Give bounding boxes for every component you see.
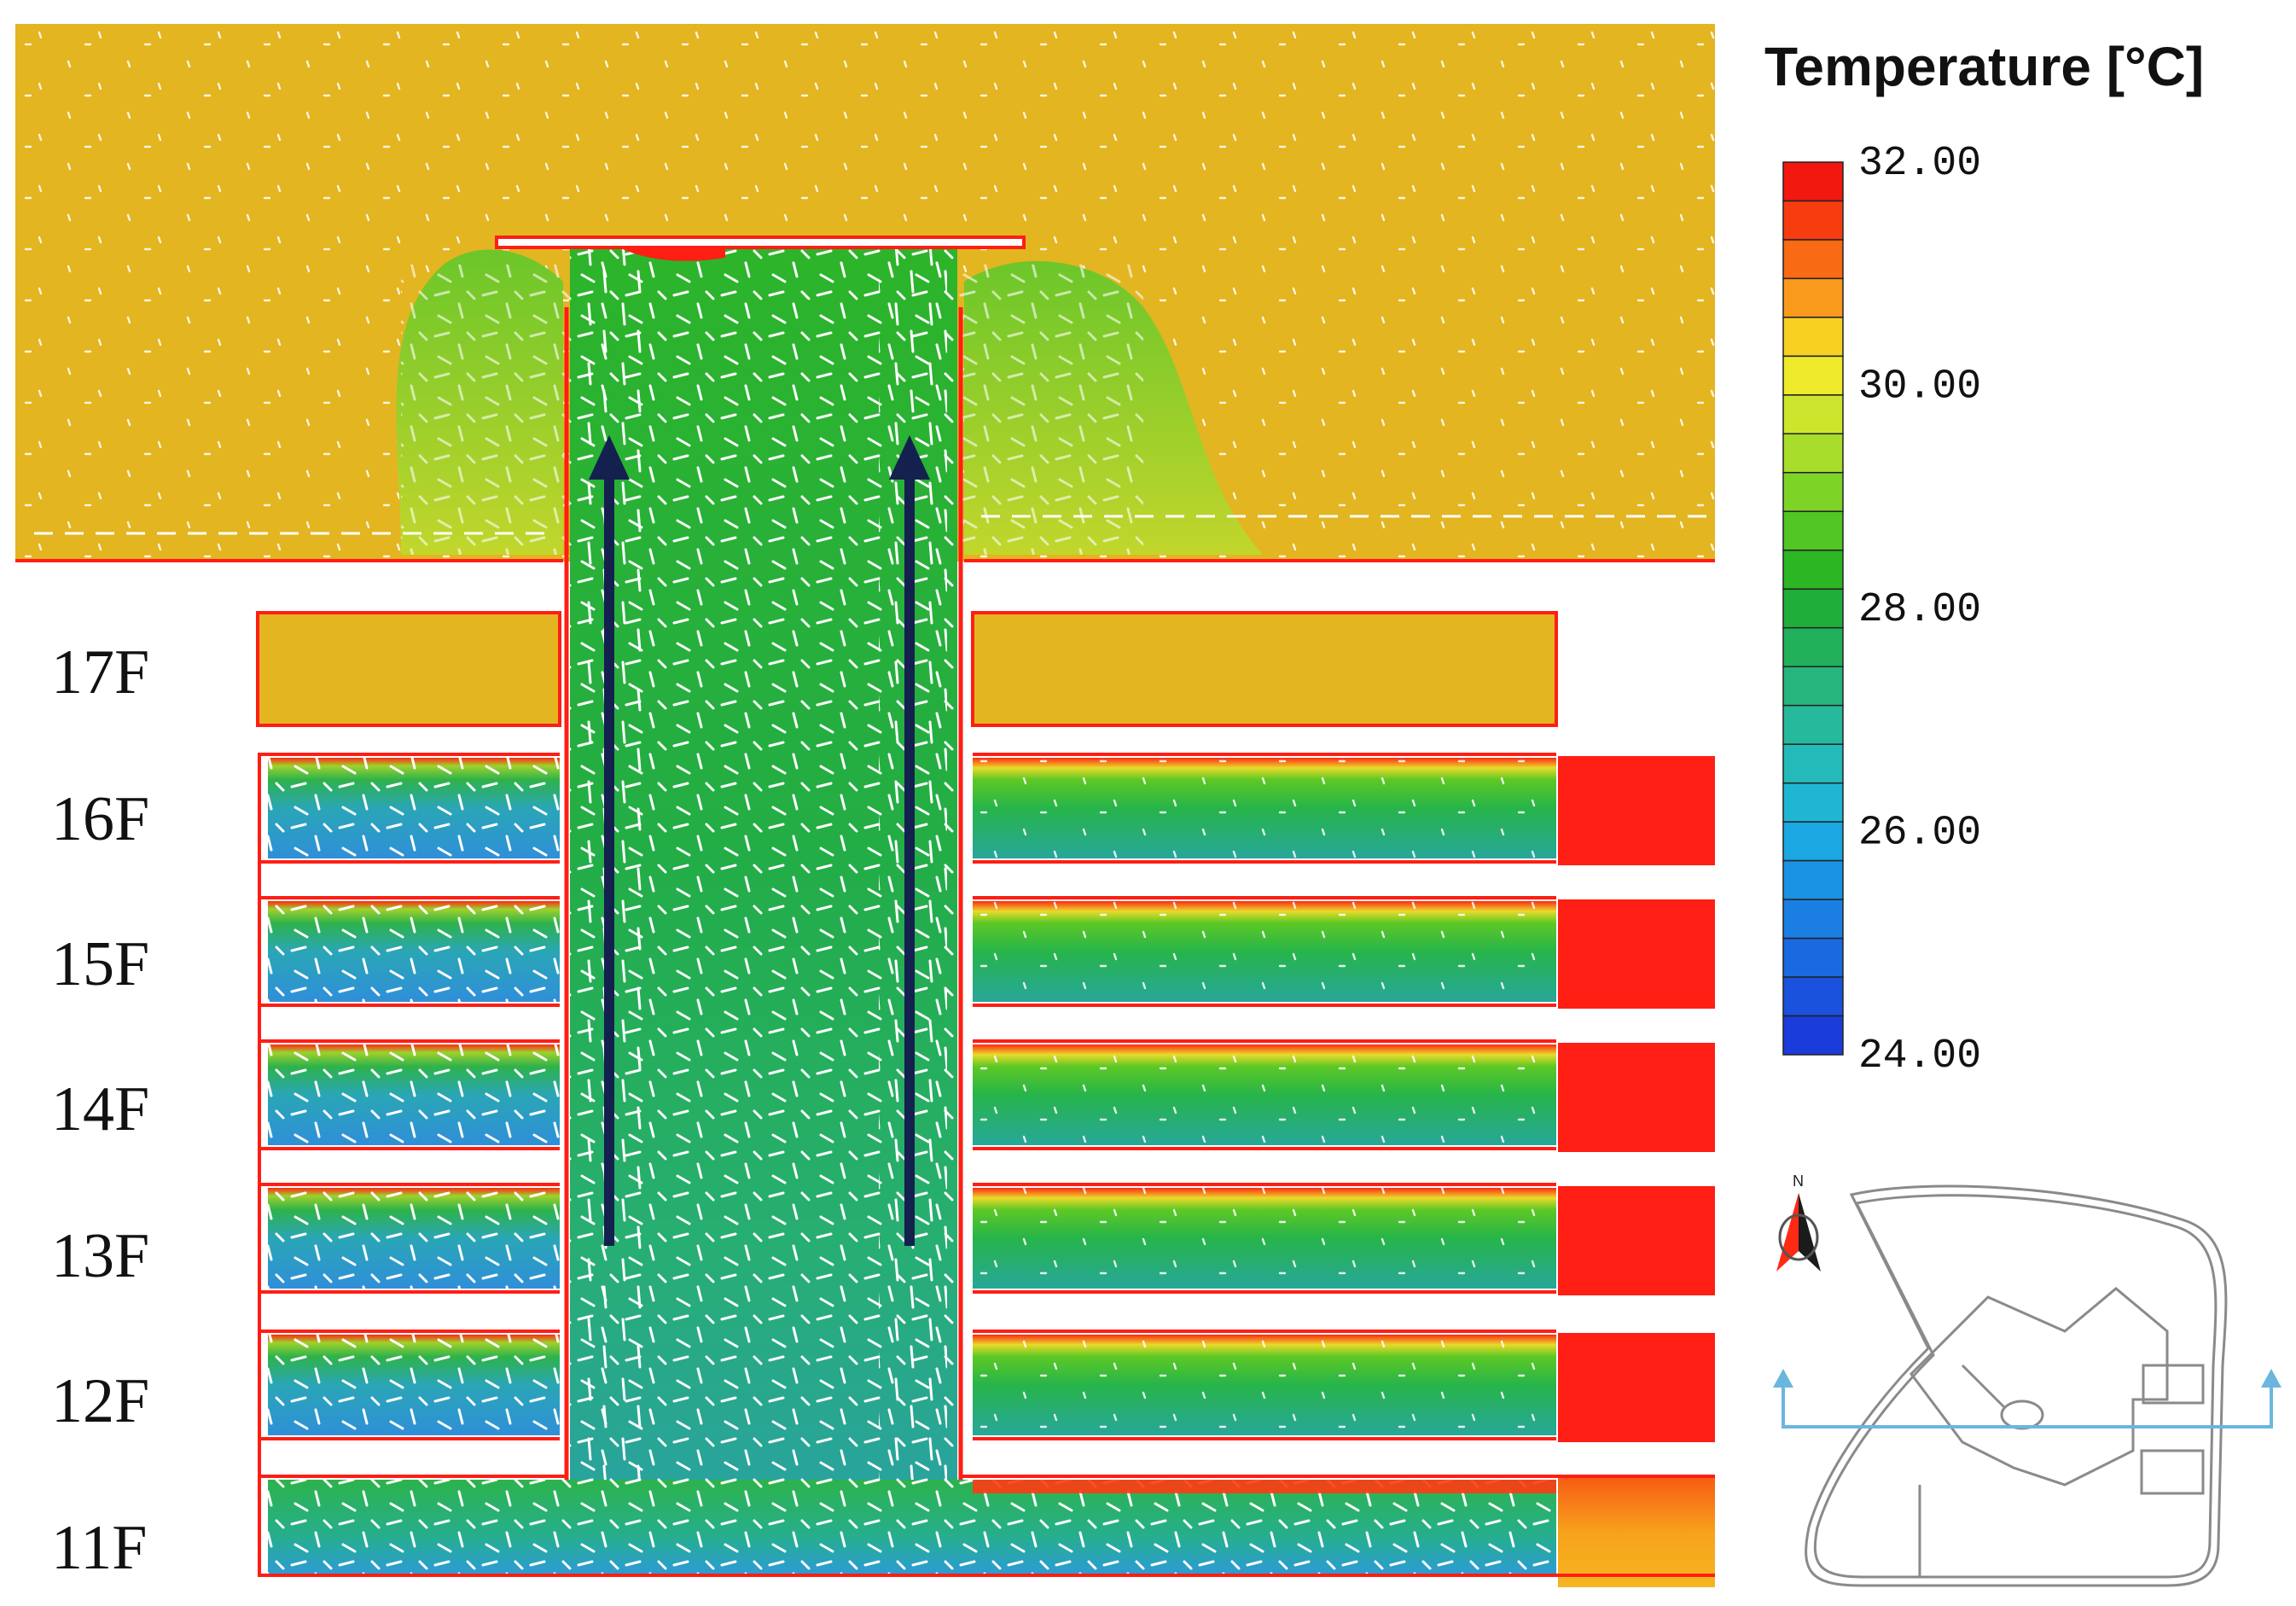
room-14f-right-vectors <box>973 1044 1556 1145</box>
floor-14f <box>268 1043 1715 1152</box>
floor-labels: 17F 16F 15F 14F 13F 12F 11F <box>51 637 149 1583</box>
floor-13f <box>268 1186 1715 1295</box>
plan-inner-outline <box>1813 1194 2218 1579</box>
floor-label-15f: 15F <box>51 929 149 999</box>
floor-16f <box>268 756 1715 865</box>
plan-partition-2 <box>1961 1364 2007 1410</box>
floor-11f <box>268 1478 1715 1587</box>
hot-zone-11f <box>1558 1478 1715 1587</box>
temperature-legend: Temperature [°C] 32.00 30.00 28.00 26.00 24.… <box>1764 36 2204 1079</box>
legend-swatch <box>1782 277 1844 318</box>
legend-swatch <box>1782 200 1844 241</box>
section-arrow-left-icon <box>1773 1369 1793 1388</box>
atrium-shaft <box>495 236 1026 1574</box>
legend-tick-label: 26.00 <box>1858 811 1981 857</box>
plan-atrium <box>2000 1399 2044 1430</box>
legend-swatch <box>1782 510 1844 551</box>
hot-zone-13f <box>1558 1186 1715 1295</box>
legend-tick-label: 28.00 <box>1858 587 1981 633</box>
legend-swatch <box>1782 355 1844 396</box>
legend-swatch <box>1782 472 1844 513</box>
room-17f-left <box>256 611 561 727</box>
room-13f-left-vectors <box>268 1188 560 1289</box>
building-plan-key <box>1805 1184 2228 1587</box>
floor-label-13f: 13F <box>51 1221 149 1291</box>
floor-label-16f: 16F <box>51 784 149 854</box>
floor-label-17f: 17F <box>51 637 149 707</box>
room-12f-left-vectors <box>268 1335 560 1435</box>
legend-tick-label: 24.00 <box>1858 1033 1981 1079</box>
legend-swatch <box>1782 859 1844 900</box>
legend-swatch <box>1782 433 1844 474</box>
hot-zone-15f <box>1558 899 1715 1009</box>
legend-swatch <box>1782 821 1844 862</box>
legend-swatch <box>1782 588 1844 629</box>
floors <box>256 611 1715 1587</box>
legend-swatch <box>1782 937 1844 978</box>
floor-label-11f: 11F <box>51 1513 147 1583</box>
plan-room-east-1 <box>2142 1364 2205 1405</box>
up-arrow-icon <box>589 435 630 1246</box>
legend-swatch <box>1782 394 1844 435</box>
legend-swatch <box>1782 1015 1844 1056</box>
legend-swatch <box>1782 666 1844 707</box>
room-15f-left-vectors <box>268 901 560 1002</box>
room-14f-left-vectors <box>268 1044 560 1145</box>
section-arrow-right-icon <box>2261 1369 2281 1388</box>
floor-17f <box>256 611 1558 727</box>
room-11f-vectors <box>268 1480 1556 1574</box>
hot-zone-16f <box>1558 756 1715 865</box>
legend-color-bar <box>1782 161 1844 1056</box>
room-16f-left-vectors <box>268 758 560 858</box>
legend-swatch <box>1782 317 1844 358</box>
legend-swatch <box>1782 626 1844 667</box>
floor-label-14f: 14F <box>51 1074 149 1144</box>
legend-swatch <box>1782 550 1844 591</box>
legend-swatch <box>1782 161 1844 202</box>
legend-swatch <box>1782 704 1844 745</box>
legend-title: Temperature [°C] <box>1764 36 2204 97</box>
floor-12f <box>268 1333 1715 1442</box>
plan-core <box>1909 1287 2169 1487</box>
shaft-roof-cap <box>495 236 1026 249</box>
floor-slabs <box>258 753 1715 1577</box>
room-15f-right-vectors <box>973 901 1556 1002</box>
legend-tick-label: 30.00 <box>1858 364 1981 410</box>
section-cut-line <box>1773 1369 2281 1429</box>
room-17f-right <box>971 611 1558 727</box>
legend-swatch <box>1782 782 1844 823</box>
floor-label-12f: 12F <box>51 1366 149 1436</box>
legend-tick-label: 32.00 <box>1858 141 1981 187</box>
hot-zone-12f <box>1558 1333 1715 1442</box>
floor-15f <box>268 899 1715 1009</box>
legend-swatch <box>1782 239 1844 280</box>
legend-tick-labels: 32.00 30.00 28.00 26.00 24.00 <box>1858 141 1981 1079</box>
room-11f-ceiling-heat <box>973 1480 1556 1493</box>
plan-room-east-2 <box>2140 1449 2205 1495</box>
room-12f-right-vectors <box>973 1335 1556 1435</box>
room-16f-right-vectors <box>973 758 1556 858</box>
compass-north-label: N <box>1793 1172 1804 1190</box>
legend-swatch <box>1782 976 1844 1017</box>
hot-zone-14f <box>1558 1043 1715 1152</box>
compass: N <box>1776 1172 1821 1271</box>
plan-outer-outline <box>1805 1184 2228 1587</box>
legend-swatch <box>1782 743 1844 784</box>
hot-spot-under-cap <box>623 249 725 261</box>
north-arrow-icon <box>1776 1193 1821 1271</box>
legend-swatch <box>1782 899 1844 940</box>
room-13f-right-vectors <box>973 1188 1556 1289</box>
up-arrow-icon <box>889 435 930 1246</box>
